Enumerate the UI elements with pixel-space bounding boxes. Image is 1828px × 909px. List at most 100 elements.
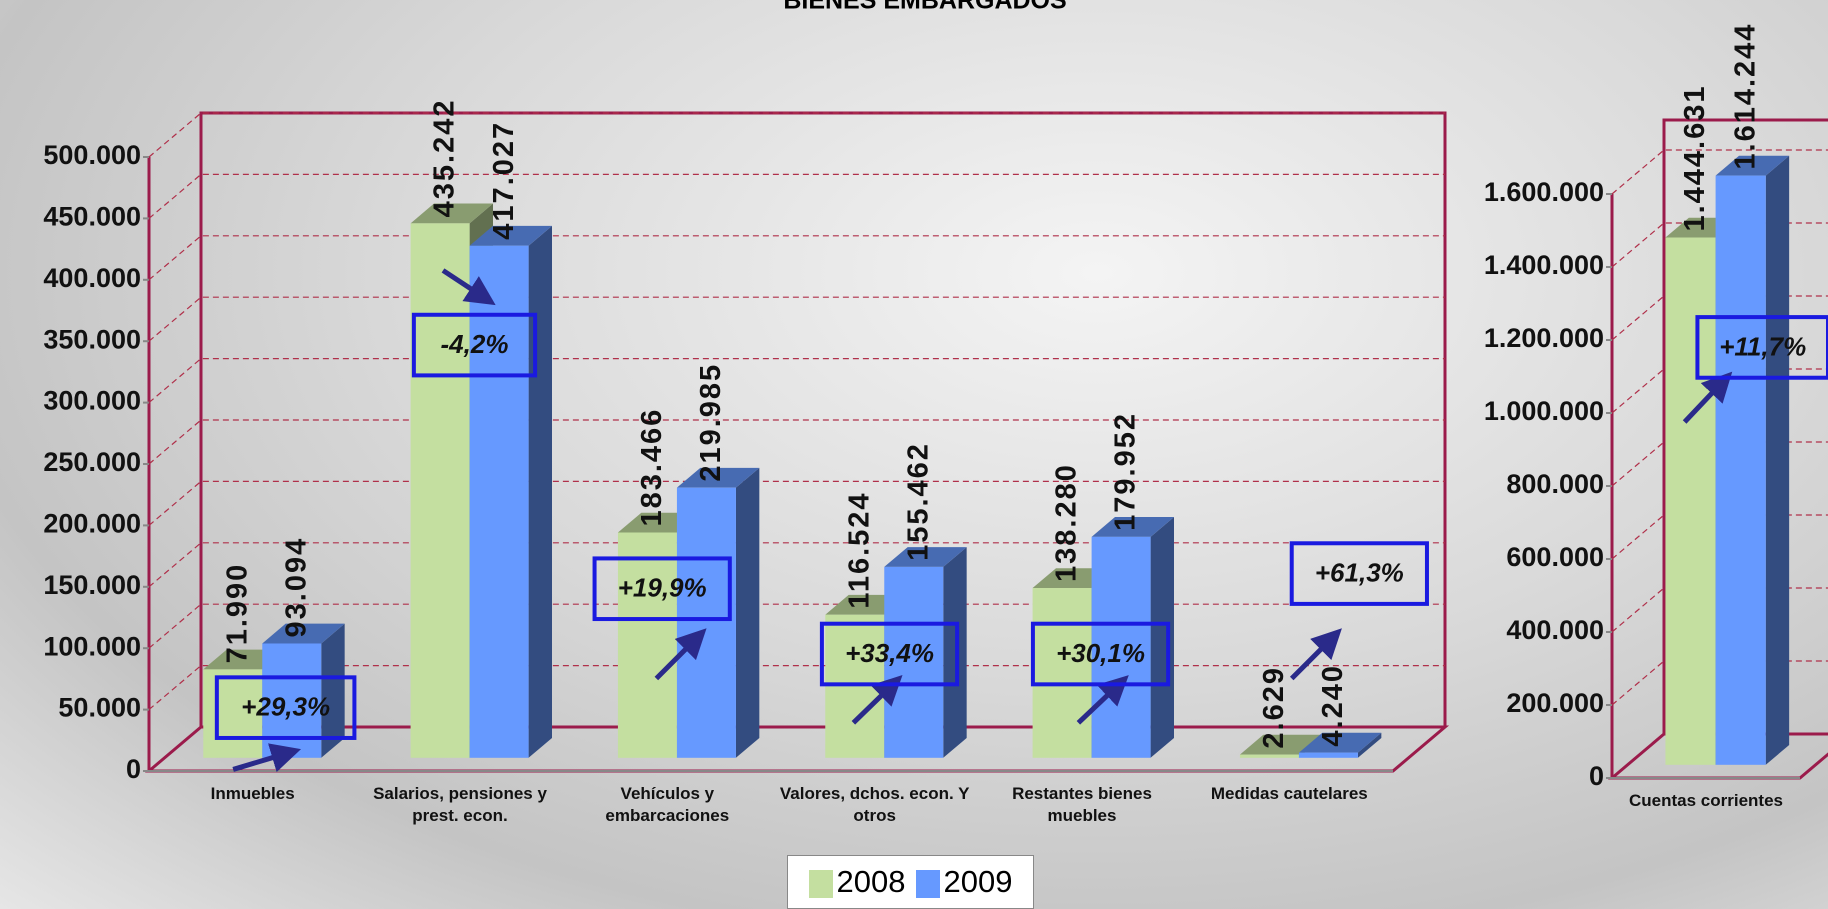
grid-line xyxy=(148,112,1445,158)
y-tick-label: 350.000 xyxy=(43,324,141,354)
value-label: 93.094 xyxy=(280,537,312,638)
annotation-box xyxy=(1030,621,1171,687)
bar xyxy=(1091,536,1151,758)
grid-line xyxy=(148,542,1445,588)
grid-line xyxy=(148,173,1445,219)
annotation-box xyxy=(1695,315,1828,380)
y-tick-label: 450.000 xyxy=(43,202,141,232)
grid-line xyxy=(1611,514,1828,560)
value-label: 183.466 xyxy=(636,408,668,527)
annotation: +30,1% xyxy=(1056,638,1145,668)
legend-swatch xyxy=(808,869,833,898)
bar xyxy=(1239,754,1299,758)
grid-line xyxy=(148,419,1445,465)
bar-top xyxy=(262,623,345,644)
x-tick-label: Vehículos y embarcaciones xyxy=(605,784,730,825)
annotation: +29,3% xyxy=(241,692,330,722)
bar-top xyxy=(1239,734,1323,755)
grid-line xyxy=(1611,295,1828,341)
grid-line xyxy=(1611,368,1828,414)
bar xyxy=(884,566,944,758)
grid-line xyxy=(1611,149,1828,195)
y-tick-label: 150.000 xyxy=(43,570,141,600)
bar-top xyxy=(410,203,493,224)
value-label: 179.952 xyxy=(1110,412,1142,531)
bar-side xyxy=(1150,517,1174,758)
bar-top xyxy=(884,547,967,567)
legend-label: 2008 xyxy=(836,864,906,899)
annotation-box xyxy=(214,675,357,740)
grid-line xyxy=(148,480,1445,526)
y-tick-label: 200.000 xyxy=(43,509,141,539)
y-tick-label: 0 xyxy=(1589,761,1604,791)
value-label: 417.027 xyxy=(488,121,520,240)
bar-side xyxy=(735,467,760,758)
annotation-box xyxy=(1289,541,1429,606)
back-wall xyxy=(1662,118,1828,734)
bar xyxy=(410,223,470,758)
bar xyxy=(469,245,529,758)
annotation: -4,2% xyxy=(441,329,509,359)
bar-top xyxy=(1715,155,1790,176)
legend: 2008 2009 xyxy=(787,855,1034,909)
annotation-box xyxy=(411,312,538,378)
bar-side xyxy=(528,225,552,758)
annotation-arrow xyxy=(654,628,707,681)
bar xyxy=(617,532,677,758)
bar-side xyxy=(1357,732,1382,758)
value-label: 435.242 xyxy=(429,98,461,217)
annotation-arrow xyxy=(1076,675,1129,725)
value-label: 219.985 xyxy=(695,363,727,482)
y-tick-label: 250.000 xyxy=(43,447,141,477)
bar xyxy=(1715,175,1766,765)
y-tick-label: 300.000 xyxy=(43,386,141,416)
value-label: 1.614.244 xyxy=(1729,23,1761,170)
bar xyxy=(676,487,736,758)
grid-line xyxy=(1611,441,1828,487)
annotation-arrow xyxy=(851,675,903,725)
grid-line xyxy=(1611,660,1828,706)
grid-line xyxy=(148,235,1445,281)
y-tick-label: 1.600.000 xyxy=(1484,177,1604,207)
y-tick-label: 200.000 xyxy=(1506,688,1604,718)
bar-top xyxy=(1298,732,1382,753)
value-label: 71.990 xyxy=(221,563,253,664)
grid-line xyxy=(148,358,1445,404)
x-tick-label: Restantes bienes muebles xyxy=(1012,784,1152,825)
legend-item: 2008 xyxy=(808,864,906,900)
x-tick-label: Inmuebles xyxy=(210,784,295,803)
grid-line xyxy=(148,665,1445,711)
value-label: 1.444.631 xyxy=(1679,84,1711,231)
annotation-arrow xyxy=(232,743,302,773)
y-tick-label: 600.000 xyxy=(1506,542,1604,572)
bar-top xyxy=(469,225,552,246)
annotation: +33,4% xyxy=(845,638,934,668)
bar-top xyxy=(676,467,760,488)
grid-line xyxy=(1611,222,1828,268)
y-tick-label: 100.000 xyxy=(43,631,141,661)
value-label: 4.240 xyxy=(1317,664,1349,747)
chart-title: BIENES EMBARGADOS xyxy=(783,0,1066,15)
value-label: 116.524 xyxy=(843,491,875,608)
annotation-box xyxy=(819,621,960,687)
x-tick-label: Salarios, pensiones y prest. econ. xyxy=(373,784,547,825)
y-tick-label: 50.000 xyxy=(58,693,141,723)
bar xyxy=(203,669,263,758)
y-tick-label: 1.000.000 xyxy=(1484,396,1604,426)
x-tick-label: Medidas cautelares xyxy=(1210,784,1368,803)
x-tick-label: Cuentas corrientes xyxy=(1629,791,1783,810)
bar-side xyxy=(1765,155,1790,765)
bar xyxy=(1665,237,1716,765)
y-tick-label: 1.200.000 xyxy=(1484,323,1604,353)
grid-line xyxy=(148,603,1445,649)
annotation: +61,3% xyxy=(1315,557,1404,587)
grid-line xyxy=(148,296,1445,342)
bar xyxy=(1298,752,1358,758)
value-label: 155.462 xyxy=(902,442,934,561)
y-tick-label: 500.000 xyxy=(43,140,141,170)
annotation: +11,7% xyxy=(1719,331,1806,361)
y-tick-label: 0 xyxy=(126,754,141,784)
annotation-arrow xyxy=(1289,628,1342,681)
